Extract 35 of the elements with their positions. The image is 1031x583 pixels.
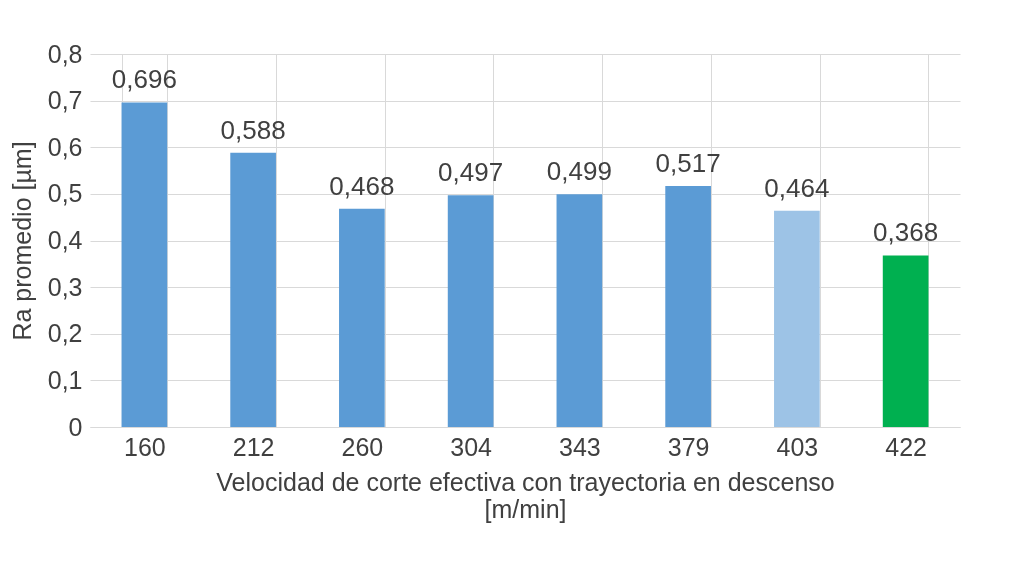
y-tick-label: 0,7 <box>47 86 83 115</box>
x-tick-label: 422 <box>885 432 927 461</box>
bar <box>121 102 168 427</box>
x-axis-title: Velocidad de corte efectiva con trayectoria en descenso [m/min] <box>216 467 835 523</box>
data-label: 0,588 <box>220 114 286 145</box>
data-label: 0,499 <box>546 156 612 187</box>
x-tick-label: 304 <box>450 432 493 461</box>
y-axis-title: Ra promedio [µm] <box>7 141 36 341</box>
bar <box>556 194 603 427</box>
bar <box>230 152 276 427</box>
x-tick-label: 260 <box>341 432 384 461</box>
y-tick-label: 0 <box>68 412 83 441</box>
data-label: 0,368 <box>873 217 939 248</box>
x-tick-label: 212 <box>232 432 275 461</box>
data-label: 0,468 <box>329 170 395 201</box>
x-tick-label: 379 <box>667 432 710 461</box>
bar <box>339 208 385 427</box>
y-tick-label: 0,5 <box>47 179 83 208</box>
data-label: 0,696 <box>111 64 177 95</box>
bar <box>665 185 711 427</box>
data-label: 0,497 <box>438 157 504 188</box>
data-label: 0,464 <box>764 172 830 203</box>
bar <box>774 210 820 427</box>
bar <box>882 255 929 427</box>
y-tick-label: 0,8 <box>47 39 83 68</box>
bar <box>447 195 494 427</box>
y-tick-label: 0,1 <box>47 365 83 394</box>
y-tick-label: 0,2 <box>47 319 83 348</box>
x-tick-label: 160 <box>124 432 166 461</box>
y-tick-label: 0,4 <box>47 226 83 254</box>
x-tick-label: 403 <box>776 432 819 461</box>
y-tick-label: 0,6 <box>47 132 83 161</box>
x-tick-label: 343 <box>559 432 601 461</box>
y-tick-label: 0,3 <box>47 272 83 301</box>
data-label: 0,517 <box>655 147 721 178</box>
